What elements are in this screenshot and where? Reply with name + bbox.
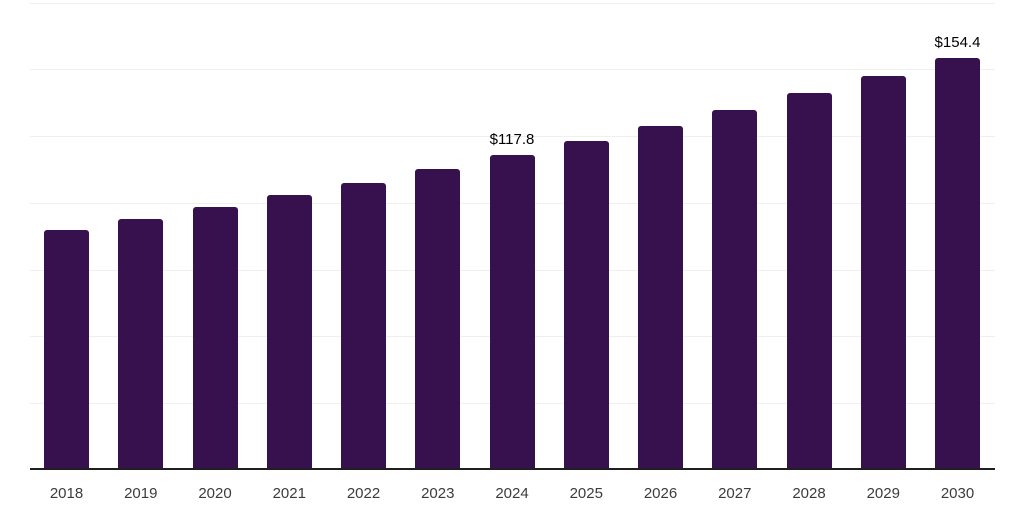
bar-2019 [118, 218, 164, 470]
gridline-125 [30, 136, 995, 138]
x-tick-2022: 2022 [346, 485, 381, 502]
x-tick-2018: 2018 [49, 485, 84, 502]
x-axis-line [30, 468, 995, 470]
x-tick-2028: 2028 [792, 485, 826, 502]
gridline-175 [30, 2, 995, 4]
bar-2026 [638, 125, 683, 470]
x-tick-2030: 2030 [940, 485, 975, 502]
x-tick-2029: 2029 [866, 485, 900, 502]
bar-2025 [563, 140, 609, 470]
bar-2024 [489, 155, 535, 470]
x-axis-labels: 2018 2019 2020 2021 2022 2023 2024 2025 2026 2027… [0, 470, 1024, 512]
x-tick-2027: 2027 [718, 485, 752, 502]
x-tick-2026: 2026 [643, 485, 678, 502]
gridline-150 [30, 69, 995, 71]
x-tick-2025: 2025 [569, 485, 603, 502]
x-tick-2021: 2021 [272, 485, 306, 502]
x-tick-2019: 2019 [124, 485, 158, 502]
x-tick-2023: 2023 [421, 485, 455, 502]
bar-2020 [192, 207, 238, 470]
bar-2027 [712, 109, 758, 470]
bar-2018 [44, 229, 89, 470]
bar-2028 [786, 93, 832, 470]
data-label-2024: $117.8 [489, 131, 535, 149]
bar-2021 [266, 195, 312, 470]
bar-2029 [860, 75, 906, 470]
x-tick-2024: 2024 [495, 485, 529, 502]
bar-2023 [415, 169, 461, 470]
bar-2030 [935, 57, 980, 470]
x-tick-2020: 2020 [198, 485, 232, 502]
data-label-2030: $154.4 [934, 33, 981, 51]
plot-area: $117.8 $154.4 [30, 0, 995, 470]
bar-2022 [341, 182, 386, 470]
